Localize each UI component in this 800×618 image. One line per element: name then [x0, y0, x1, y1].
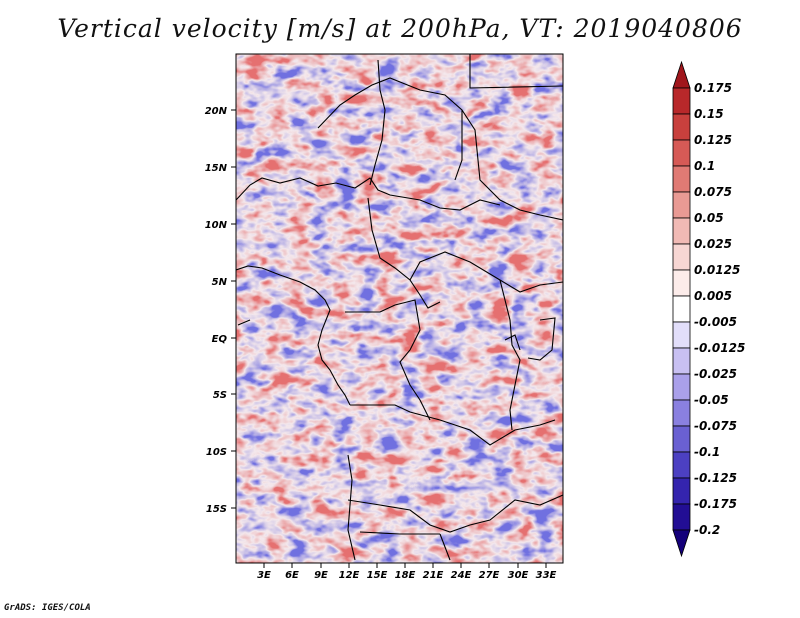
colorbar-label: 0.175 [694, 81, 732, 95]
colorbar-swatch [672, 373, 691, 401]
country-borders [236, 54, 563, 561]
colorbar-label: -0.075 [694, 419, 737, 433]
colorbar-label: -0.005 [694, 315, 737, 329]
colorbar-label: 0.075 [694, 185, 732, 199]
colorbar-label: 0.0125 [694, 263, 740, 277]
map-title: Vertical velocity [m/s] at 200hPa, VT: 2… [57, 14, 743, 43]
lon-tick-label: 3E [257, 570, 271, 581]
colorbar-swatch [672, 399, 691, 427]
lon-tick-label: 12E [339, 570, 360, 581]
lon-tick-label: 18E [395, 570, 416, 581]
velocity-field [236, 54, 563, 563]
lon-tick-label: 27E [479, 570, 500, 581]
colorbar-swatch [672, 347, 691, 375]
colorbar-label: -0.125 [694, 471, 737, 485]
colorbar-swatch [672, 243, 691, 271]
colorbar-swatch [672, 503, 691, 531]
colorbar-label: -0.0125 [694, 341, 745, 355]
colorbar-label: -0.1 [694, 445, 720, 459]
colorbar-swatch [672, 87, 691, 115]
lat-tick-label: 20N [205, 106, 228, 117]
colorbar-swatch [672, 269, 691, 297]
colorbar-label: 0.125 [694, 133, 732, 147]
colorbar-label: 0.05 [694, 211, 724, 225]
lat-tick-label: 10N [205, 220, 228, 231]
latitude-axis: 20N 15N 10N 5N EQ 5S 10S 15S [205, 106, 236, 515]
map-frame [235, 53, 564, 564]
colorbar-label: -0.05 [694, 393, 729, 407]
colorbar-label: -0.2 [694, 523, 720, 537]
lat-tick-label: 5S [213, 390, 227, 401]
colorbar-label: 0.005 [694, 289, 732, 303]
colorbar-swatch [672, 321, 691, 349]
colorbar-swatch [672, 451, 691, 479]
colorbar-swatch [672, 60, 691, 89]
longitude-axis: 3E 6E 9E 12E 15E 18E 21E 24E 27E 30E 33E [257, 563, 557, 581]
colorbar-swatch [672, 139, 691, 167]
lat-tick-label: 15N [205, 163, 228, 174]
colorbar-swatch [672, 295, 691, 323]
lat-tick-label: 5N [212, 277, 228, 288]
colorbar-label: 0.15 [694, 107, 724, 121]
colorbar-swatch [672, 529, 691, 558]
colorbar-label: -0.025 [694, 367, 737, 381]
colorbar: 0.175 0.15 0.125 0.1 0.075 0.05 0.025 0.0125 0.0… [672, 60, 745, 558]
colorbar-swatch [672, 165, 691, 193]
lon-tick-label: 30E [508, 570, 529, 581]
lat-tick-label: EQ [212, 334, 228, 345]
lon-tick-label: 15E [367, 570, 388, 581]
grads-credit: GrADS: IGES/COLA [4, 603, 91, 613]
lat-tick-label: 15S [206, 504, 227, 515]
colorbar-swatch [672, 477, 691, 505]
lon-tick-label: 33E [536, 570, 557, 581]
colorbar-label: 0.1 [694, 159, 715, 173]
lat-tick-label: 10S [206, 447, 227, 458]
colorbar-swatch [672, 113, 691, 141]
lon-tick-label: 9E [314, 570, 328, 581]
lon-tick-label: 6E [285, 570, 299, 581]
lon-tick-label: 24E [451, 570, 472, 581]
colorbar-label: -0.175 [694, 497, 737, 511]
lon-tick-label: 21E [423, 570, 444, 581]
colorbar-label: 0.025 [694, 237, 732, 251]
colorbar-swatch [672, 191, 691, 219]
colorbar-swatch [672, 217, 691, 245]
colorbar-swatch [672, 425, 691, 453]
